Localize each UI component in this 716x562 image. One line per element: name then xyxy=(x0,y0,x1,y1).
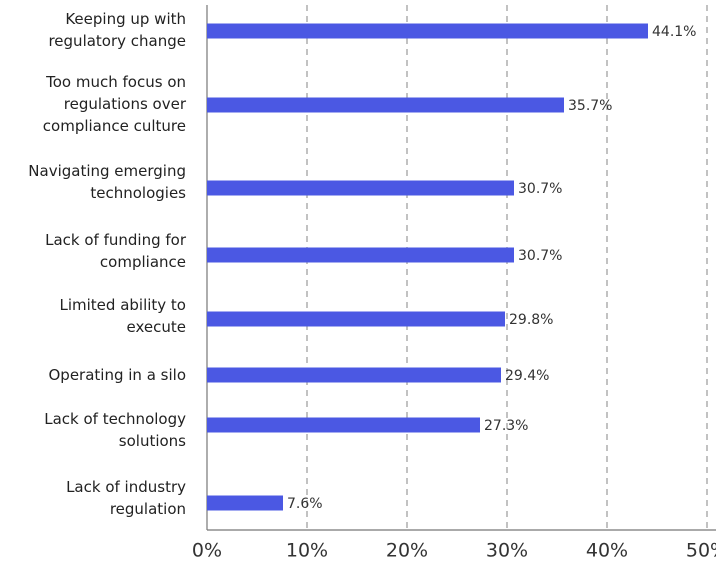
value-label: 30.7% xyxy=(518,248,562,264)
category-label: Navigating emerging technologies xyxy=(28,162,186,202)
x-tick-label: 50% xyxy=(686,540,716,562)
bar xyxy=(207,23,648,39)
value-label: 7.6% xyxy=(287,496,323,512)
bar xyxy=(207,247,514,263)
value-label: 27.3% xyxy=(484,418,528,434)
value-label: 44.1% xyxy=(652,24,696,40)
category-label: Lack of technology solutions xyxy=(44,410,186,450)
category-label: Limited ability to execute xyxy=(59,296,186,336)
value-label: 30.7% xyxy=(518,181,562,197)
bar xyxy=(207,180,514,196)
bar xyxy=(207,97,564,113)
value-label: 29.8% xyxy=(509,312,553,328)
category-label: Lack of funding for compliance xyxy=(45,231,186,271)
category-label: Too much focus on regulations over compl… xyxy=(42,73,186,135)
bar xyxy=(207,367,501,383)
category-label: Operating in a silo xyxy=(48,366,187,384)
x-tick-label: 20% xyxy=(386,540,428,562)
category-label: Lack of industry regulation xyxy=(66,478,186,518)
bar xyxy=(207,417,480,433)
bar xyxy=(207,311,505,327)
bar xyxy=(207,495,283,511)
value-label: 35.7% xyxy=(568,98,612,114)
x-tick-label: 30% xyxy=(486,540,528,562)
x-tick-label: 10% xyxy=(286,540,328,562)
x-tick-label: 40% xyxy=(586,540,628,562)
category-label: Keeping up with regulatory change xyxy=(48,10,186,50)
value-label: 29.4% xyxy=(505,368,549,384)
x-tick-label: 0% xyxy=(192,540,222,562)
